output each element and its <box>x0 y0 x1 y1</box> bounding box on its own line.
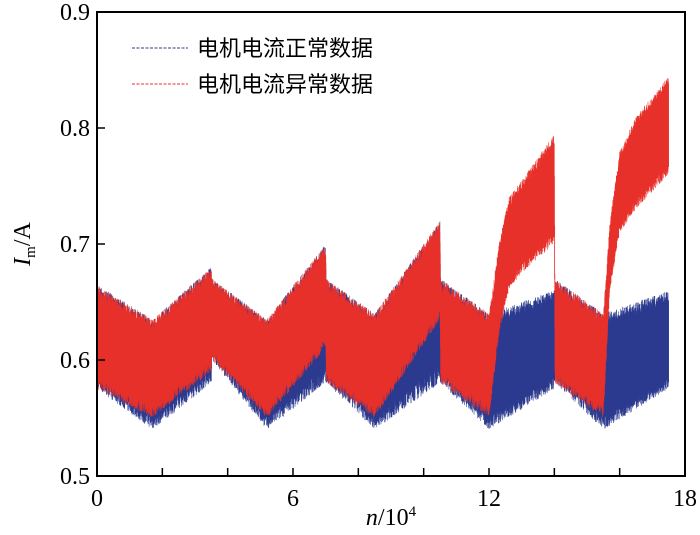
x-tick-label: 6 <box>287 486 299 512</box>
y-axis-var: I <box>10 257 36 267</box>
legend-label-normal: 电机电流正常数据 <box>197 37 373 62</box>
y-tick-label: 0.8 <box>60 116 90 142</box>
y-tick-label: 0.5 <box>60 464 90 490</box>
series-abnormal-line <box>96 78 669 418</box>
x-axis-title: n/104 <box>366 504 417 531</box>
y-tick-label: 0.9 <box>60 0 90 26</box>
x-axis-unit: /10 <box>378 505 409 531</box>
legend-label-abnormal: 电机电流异常数据 <box>197 73 373 98</box>
y-tick-label: 0.6 <box>60 348 90 374</box>
y-axis-sub: m <box>23 246 39 258</box>
series-layer <box>96 78 669 429</box>
x-axis-var: n <box>366 505 378 531</box>
legend: 电机电流正常数据 电机电流异常数据 <box>132 37 373 98</box>
ticks: 0 6 12 18 0.5 0.6 0.7 0.8 0.9 <box>60 0 697 512</box>
y-axis-title: Im/A <box>10 221 39 266</box>
x-tick-label: 18 <box>673 486 697 512</box>
x-axis-exp: 4 <box>409 504 417 520</box>
y-tick-label: 0.7 <box>60 232 90 258</box>
y-axis-unit: /A <box>10 221 36 246</box>
x-tick-label: 12 <box>477 486 501 512</box>
x-tick-label: 0 <box>91 486 103 512</box>
